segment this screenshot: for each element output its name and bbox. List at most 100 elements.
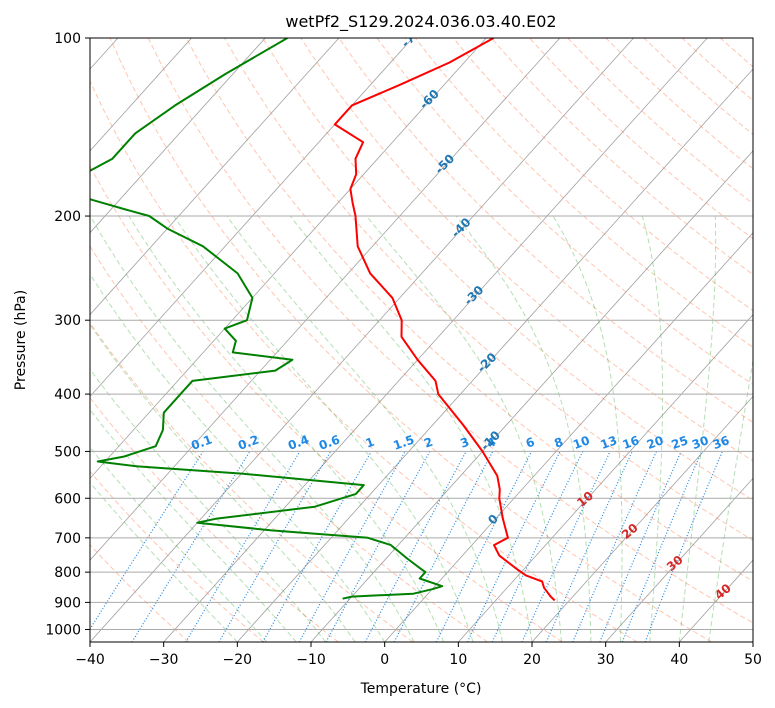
moist-adiabat-line	[289, 215, 533, 642]
x-tick-label: 50	[744, 652, 762, 668]
isotherm-line	[90, 38, 561, 561]
moist-adiabat-line	[90, 408, 297, 642]
dry-adiabat-line	[224, 38, 753, 541]
y-axis-label: Pressure (hPa)	[13, 290, 29, 390]
mixing-ratio-label: 10	[571, 433, 591, 452]
chart-title: wetPf2_S129.2024.036.03.40.E02	[285, 12, 556, 32]
mixing-ratio-line	[90, 451, 204, 631]
mixing-ratio-line	[131, 451, 251, 642]
mixing-ratio-line	[621, 451, 703, 642]
x-axis-label: Temperature (°C)	[360, 681, 482, 697]
dry-adiabat-line	[185, 38, 753, 582]
sounding-series	[90, 38, 556, 602]
x-axis-ticks: −40 −30 −20 −10 0 10 20 30 40 50	[75, 642, 762, 668]
mixing-ratio-label: 36	[711, 433, 731, 452]
moist-adiabat-line	[678, 215, 717, 642]
dewpoint-profile-line	[90, 38, 444, 600]
mixing-ratio-line	[491, 451, 584, 642]
dry-adiabat-line	[90, 322, 414, 642]
y-tick-label: 300	[54, 313, 81, 329]
isotherm-line	[384, 232, 753, 642]
isotherm-line	[90, 38, 634, 642]
mixing-ratio-line	[572, 451, 658, 642]
dry-adiabat-line	[338, 38, 753, 424]
dry-adiabat-line	[109, 38, 712, 642]
y-tick-label: 900	[54, 595, 81, 611]
mixing-ratio-label: 16	[621, 433, 641, 452]
mixing-ratio-label: 20	[645, 433, 665, 452]
moist-adiabat-line	[90, 273, 386, 642]
moist-adiabats	[90, 215, 753, 642]
x-tick-label: −10	[296, 652, 326, 668]
mixing-ratio-label: 0.4	[286, 432, 311, 452]
dry-adiabat-line	[90, 165, 563, 642]
isotherm-line	[163, 38, 708, 642]
mixing-ratio-lines	[90, 451, 723, 642]
moist-adiabat-line	[173, 215, 474, 642]
moist-adiabat-line	[90, 368, 327, 642]
mixing-ratio-label: 1.5	[391, 432, 416, 452]
mixing-ratio-line	[185, 451, 301, 642]
y-axis-ticks: 1000 900 800 700 600 500 400 300 200 100	[45, 31, 90, 638]
mixing-ratio-line	[521, 451, 611, 642]
y-tick-label: 100	[54, 31, 81, 47]
mixing-ratio-line	[364, 451, 467, 642]
temperature-profile-line	[333, 38, 556, 602]
dry-adiabat-line	[90, 470, 264, 642]
y-tick-label: 700	[54, 531, 81, 547]
isotherm-line	[90, 38, 340, 316]
mixing-ratio-label: 0.1	[189, 432, 214, 452]
dry-adiabat-line	[452, 38, 753, 312]
x-tick-label: 30	[597, 652, 615, 668]
isobar-lines	[90, 215, 753, 630]
x-tick-label: 20	[523, 652, 541, 668]
moist-adiabat-line	[90, 481, 238, 642]
x-tick-label: −20	[223, 652, 253, 668]
isotherm-line	[310, 150, 753, 642]
mixing-ratio-label: 30	[690, 433, 710, 452]
mixing-ratio-label: 25	[670, 433, 690, 452]
y-tick-label: 600	[54, 491, 81, 507]
mixing-ratio-line	[298, 451, 406, 642]
x-tick-label: 0	[380, 652, 389, 668]
isotherm-line	[90, 38, 487, 479]
y-tick-label: 1000	[45, 622, 81, 638]
moist-adiabat-line	[552, 215, 623, 642]
mixing-ratio-label: 13	[599, 433, 619, 452]
mixing-ratio-line	[599, 451, 682, 642]
isotherm-line	[90, 38, 413, 398]
plot-frame	[89, 37, 754, 643]
dry-adiabat-line	[90, 79, 638, 642]
moist-adiabat-line	[641, 215, 664, 642]
x-tick-label: 10	[449, 652, 467, 668]
dry-adiabat-line	[262, 38, 753, 501]
y-tick-label: 400	[54, 387, 81, 403]
isotherm-line	[458, 313, 753, 642]
isotherm-line	[531, 395, 753, 642]
mixing-ratio-label: 0.2	[236, 432, 261, 452]
moist-adiabat-line	[366, 215, 562, 642]
y-tick-label: 800	[54, 565, 81, 581]
y-tick-label: 500	[54, 444, 81, 460]
dry-adiabat-line	[90, 245, 488, 642]
y-tick-label: 200	[54, 209, 81, 225]
mixing-ratio-line	[218, 451, 332, 642]
isotherm-line	[237, 68, 753, 642]
x-tick-label: −40	[75, 652, 105, 668]
mixing-ratio-label: 0.6	[317, 432, 342, 452]
moist-adiabat-line	[128, 215, 445, 642]
dry-adiabat-line	[147, 38, 753, 624]
dry-adiabat-line	[376, 38, 753, 386]
isotherm-line	[90, 38, 266, 234]
moist-adiabat-line	[90, 323, 356, 642]
x-tick-label: −30	[149, 652, 179, 668]
moist-adiabat-line	[90, 215, 415, 642]
isotherm-lines	[90, 38, 753, 642]
dry-adiabats	[90, 38, 753, 642]
isotherm-line	[90, 38, 192, 152]
isotherm-line	[605, 477, 753, 642]
x-tick-label: 40	[670, 652, 688, 668]
mixing-ratio-line	[393, 451, 494, 642]
